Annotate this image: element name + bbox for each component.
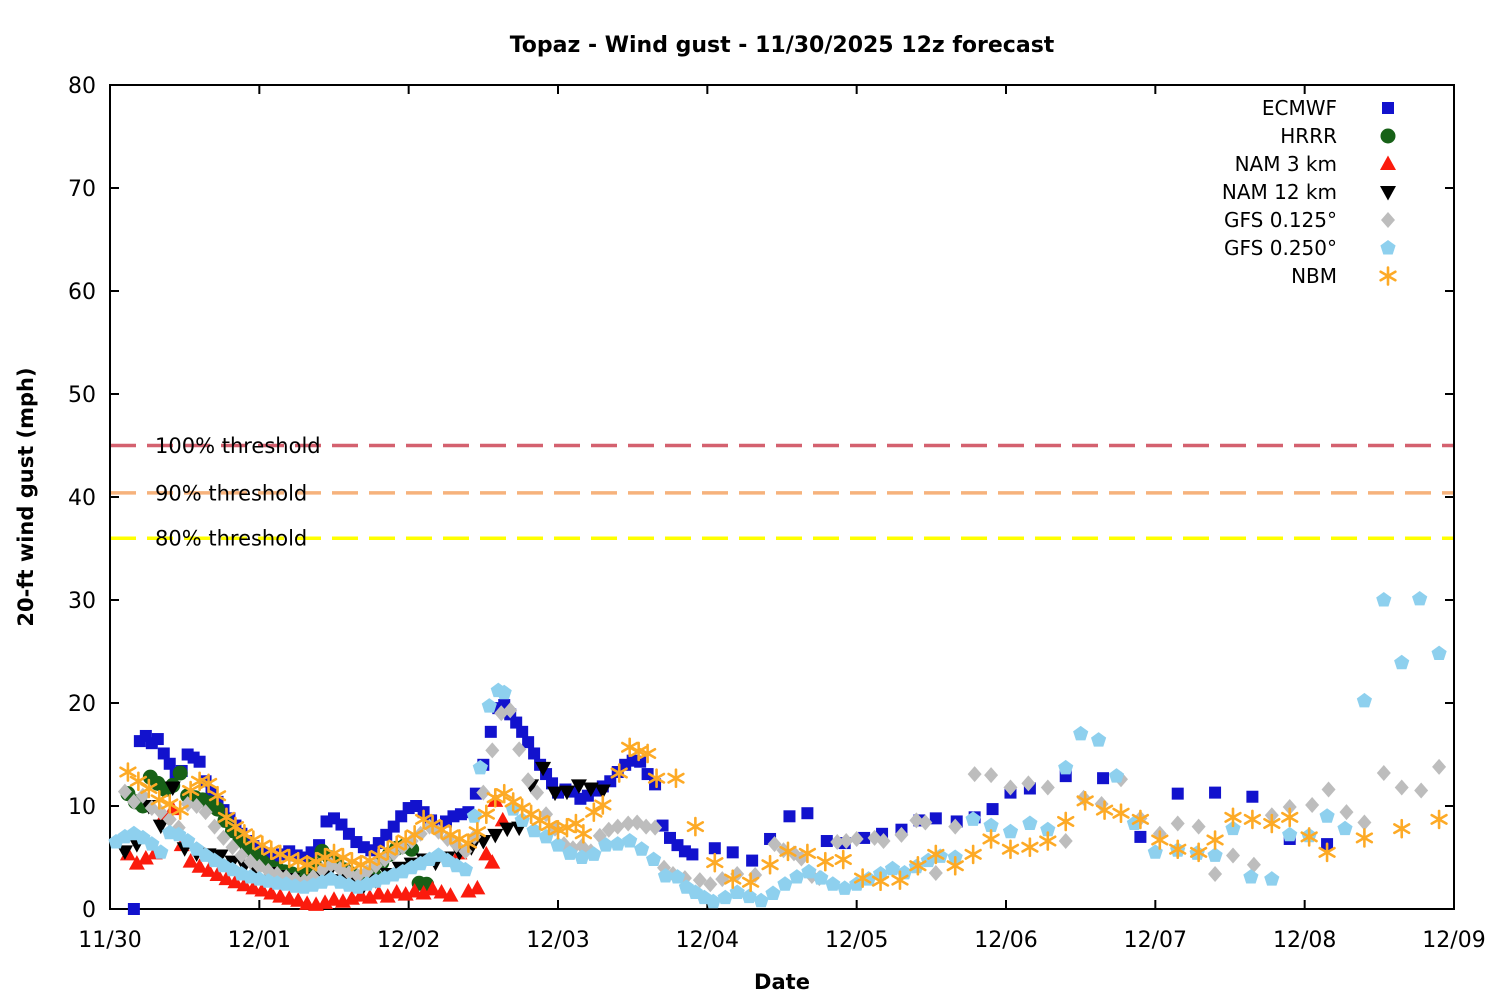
threshold-label-90: 90% threshold <box>155 481 307 505</box>
legend: ECMWF HRRR NAM 3 km NAM 12 km GFS 0.125° GFS … <box>1222 96 1397 288</box>
legend-label: NAM 12 km <box>1222 180 1337 204</box>
threshold-label-100: 100% threshold <box>155 434 321 458</box>
legend-entry-nam-12-km: NAM 12 km <box>1222 180 1396 204</box>
series-nbm <box>119 737 1448 893</box>
x-tick-label: 11/30 <box>78 928 141 953</box>
threshold-label-80: 80% threshold <box>155 527 307 551</box>
y-axis-label: 20-ft wind gust (mph) <box>14 367 38 626</box>
threshold-labels-layer: 100% threshold 90% threshold 80% threshold <box>155 434 321 551</box>
legend-entry-nbm: NBM <box>1291 264 1397 288</box>
y-tick-label: 10 <box>68 795 96 820</box>
data-points-layer <box>108 591 1448 915</box>
legend-entry-gfs-0-125-: GFS 0.125° <box>1224 208 1395 232</box>
y-tick-label: 80 <box>68 74 96 99</box>
legend-entry-gfs-0-250-: GFS 0.250° <box>1224 236 1396 260</box>
x-tick-label: 12/01 <box>228 928 291 953</box>
x-tick-label: 12/06 <box>974 928 1037 953</box>
y-tick-label: 20 <box>68 692 96 717</box>
legend-label: NBM <box>1291 264 1337 288</box>
x-tick-label: 12/07 <box>1124 928 1187 953</box>
threshold-lines-layer <box>110 443 1454 540</box>
axes-layer: 11/30 12/01 12/02 12/03 12/04 12/05 12/06 12/07… <box>68 74 1486 953</box>
chart-title: Topaz - Wind gust - 11/30/2025 12z forec… <box>510 33 1055 58</box>
y-tick-label: 30 <box>68 589 96 614</box>
x-tick-label: 12/02 <box>377 928 440 953</box>
y-tick-label: 50 <box>68 383 96 408</box>
legend-entry-ecmwf: ECMWF <box>1262 96 1394 120</box>
legend-label: GFS 0.250° <box>1224 236 1337 260</box>
legend-label: NAM 3 km <box>1235 152 1337 176</box>
y-tick-label: 70 <box>68 177 96 202</box>
legend-label: HRRR <box>1280 124 1337 148</box>
legend-label: ECMWF <box>1262 96 1337 120</box>
x-tick-label: 12/03 <box>526 928 589 953</box>
y-tick-label: 0 <box>82 898 96 923</box>
x-tick-label: 12/09 <box>1422 928 1485 953</box>
legend-label: GFS 0.125° <box>1224 208 1337 232</box>
legend-entry-nam-3-km: NAM 3 km <box>1235 152 1396 176</box>
y-tick-label: 60 <box>68 280 96 305</box>
x-tick-label: 12/05 <box>825 928 888 953</box>
legend-entry-hrrr: HRRR <box>1280 124 1396 148</box>
x-tick-label: 12/08 <box>1273 928 1336 953</box>
series-nam-3-km <box>119 792 511 911</box>
x-axis-label: Date <box>754 970 810 994</box>
y-tick-label: 40 <box>68 486 96 511</box>
x-tick-label: 12/04 <box>676 928 739 953</box>
